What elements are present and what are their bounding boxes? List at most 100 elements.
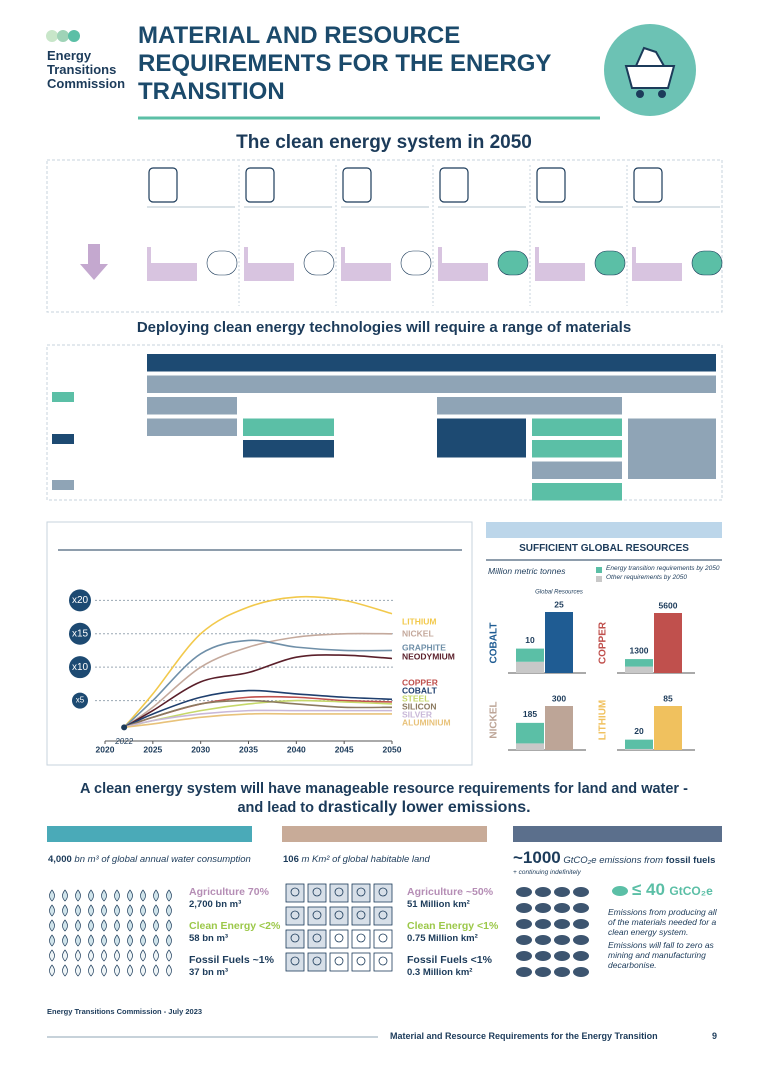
series-label: STEEL <box>402 693 429 703</box>
drop-icon <box>166 964 172 977</box>
y-tick-label: x20 <box>72 595 89 606</box>
drop-icon <box>127 934 133 947</box>
drop-icon <box>127 889 133 902</box>
cloud-icon <box>573 951 589 961</box>
cloud-icon <box>612 886 628 896</box>
drop-icon <box>49 934 55 947</box>
block-header-bg <box>47 826 252 842</box>
material-bar <box>437 397 622 415</box>
emissions-text: GtCO₂e emissions from <box>563 855 664 866</box>
land-icon <box>307 906 327 926</box>
land-icon <box>307 929 327 949</box>
row-value: 51 Million km² <box>407 899 470 910</box>
logo-text: Commission <box>47 76 126 91</box>
other-bar <box>516 661 544 673</box>
series-line <box>123 595 393 728</box>
drop-icon <box>62 904 68 917</box>
drop-icon <box>114 889 120 902</box>
drop-icon <box>127 964 133 977</box>
global-label: Global Resources <box>535 590 583 596</box>
start-point <box>121 724 128 731</box>
energy-bar <box>625 739 653 749</box>
row-label: Clean Energy <1% <box>407 920 499 932</box>
footer-left: Energy Transitions Commission - July 202… <box>47 1007 203 1016</box>
scale-start <box>535 247 539 281</box>
tree-icon <box>356 956 366 966</box>
summary: A clean energy system will have manageab… <box>80 781 688 797</box>
x-tick-label: 2050 <box>383 744 402 754</box>
drop-icon <box>75 964 81 977</box>
tick-badge <box>69 656 91 679</box>
drop-icon <box>75 904 81 917</box>
panel-name: COBALT <box>489 623 500 664</box>
scale-bar <box>438 263 488 281</box>
multiplier-pill <box>303 250 335 276</box>
land-icon <box>329 883 349 903</box>
clean-emissions: ≤ 40 GtCO₂e <box>632 880 713 900</box>
global-value: 300 <box>552 693 566 703</box>
tree-icon <box>378 887 388 897</box>
tech-box <box>46 159 723 313</box>
land-icon <box>285 883 305 903</box>
y-tick-label: x10 <box>72 662 89 673</box>
key-swatch <box>52 434 74 444</box>
material-bar <box>147 397 237 415</box>
drop-icon <box>153 919 159 932</box>
scale-start <box>244 247 248 281</box>
cloud-icon <box>535 967 551 977</box>
scale-start <box>341 247 345 281</box>
cloud-icon <box>573 887 589 897</box>
cloud-icon <box>516 903 532 913</box>
tech-icon <box>342 167 372 203</box>
drop-icon <box>62 934 68 947</box>
series-label: COPPER <box>402 677 438 687</box>
total-line: 4,000 bn m³ of global annual water consu… <box>48 854 251 865</box>
series-label: LITHIUM <box>402 616 436 626</box>
multiplier-pill <box>206 250 238 276</box>
row-value: 58 bn m³ <box>189 933 229 944</box>
cloud-icon <box>554 887 570 897</box>
land-icon <box>285 906 305 926</box>
tree-icon <box>334 956 344 966</box>
x-tick-label: 2035 <box>239 744 258 754</box>
scale-start <box>147 247 151 281</box>
series-line <box>123 689 393 729</box>
drop-icon <box>101 934 107 947</box>
energy-bar <box>625 659 653 667</box>
other-bar <box>625 666 653 673</box>
drop-icon <box>101 949 107 962</box>
drop-icon <box>75 919 81 932</box>
row-value: 0.3 Million km² <box>407 967 473 978</box>
other-bar <box>516 743 544 750</box>
drop-icon <box>127 949 133 962</box>
total-value: 4,000 <box>48 854 72 865</box>
drop-icon <box>88 964 94 977</box>
drop-icon <box>88 934 94 947</box>
land-icon <box>329 929 349 949</box>
tree-icon <box>334 933 344 943</box>
cloud-icon <box>573 919 589 929</box>
cloud-icon <box>554 935 570 945</box>
x-tick-label: 2020 <box>96 744 115 754</box>
page-number: 9 <box>712 1031 718 1041</box>
legend-label: Other requirements by 2050 <box>606 574 687 581</box>
land-icon <box>351 883 371 903</box>
panel-name: LITHIUM <box>598 700 609 741</box>
land-icon <box>351 952 371 972</box>
x-tick-label: 2030 <box>191 744 210 754</box>
drop-icon <box>75 889 81 902</box>
global-bar <box>545 706 573 750</box>
tech-icon <box>536 167 566 203</box>
drop-icon <box>62 949 68 962</box>
total-text: bn m³ of global annual water consumption <box>74 854 251 865</box>
tree-icon <box>290 933 300 943</box>
block-header-bg <box>282 826 487 842</box>
series-label: NICKEL <box>402 628 434 638</box>
logo-dot <box>46 30 58 42</box>
material-bar <box>243 418 334 436</box>
tree-icon <box>312 933 322 943</box>
tree-icon <box>378 910 388 920</box>
tree-icon <box>378 933 388 943</box>
scale-bar <box>341 263 391 281</box>
